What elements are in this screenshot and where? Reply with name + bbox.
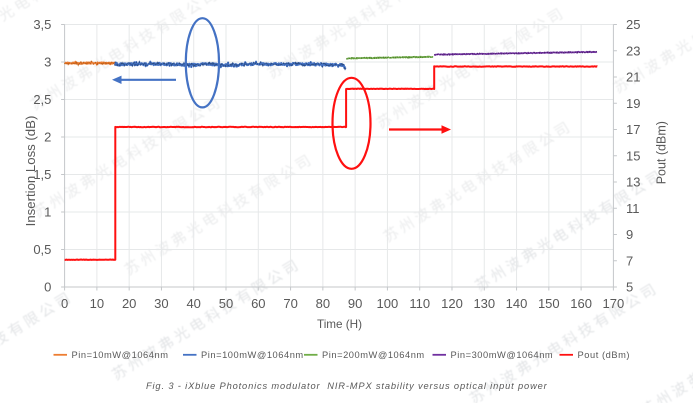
- svg-text:Pin=100mW@1064nm: Pin=100mW@1064nm: [201, 350, 304, 360]
- svg-text:10: 10: [90, 296, 104, 311]
- svg-text:110: 110: [409, 296, 430, 311]
- svg-text:80: 80: [316, 296, 330, 311]
- svg-text:0,5: 0,5: [33, 242, 51, 257]
- svg-text:90: 90: [348, 296, 362, 311]
- svg-text:2,5: 2,5: [33, 92, 51, 107]
- svg-text:3,5: 3,5: [33, 17, 51, 32]
- svg-text:150: 150: [538, 296, 560, 311]
- svg-text:19: 19: [626, 96, 640, 111]
- svg-text:Insertion Loss (dB): Insertion Loss (dB): [23, 116, 38, 227]
- svg-text:20: 20: [122, 296, 136, 311]
- svg-text:3: 3: [44, 55, 51, 70]
- svg-text:50: 50: [219, 296, 233, 311]
- svg-text:70: 70: [283, 296, 297, 311]
- svg-text:15: 15: [626, 149, 640, 164]
- svg-text:Pout (dBm): Pout (dBm): [578, 350, 631, 360]
- svg-text:0: 0: [61, 296, 68, 311]
- svg-text:1: 1: [44, 205, 51, 220]
- svg-text:Time (H): Time (H): [317, 318, 362, 331]
- svg-text:2: 2: [44, 130, 51, 145]
- svg-text:7: 7: [626, 254, 633, 269]
- svg-text:100: 100: [377, 296, 399, 311]
- svg-text:120: 120: [441, 296, 463, 311]
- svg-text:23: 23: [626, 44, 640, 59]
- svg-text:140: 140: [506, 296, 528, 311]
- svg-text:17: 17: [626, 122, 640, 137]
- svg-text:Pout (dBm): Pout (dBm): [654, 121, 668, 184]
- svg-text:40: 40: [186, 296, 200, 311]
- svg-text:9: 9: [626, 227, 633, 242]
- svg-text:13: 13: [626, 175, 640, 190]
- svg-text:25: 25: [626, 17, 640, 32]
- svg-text:60: 60: [251, 296, 265, 311]
- svg-text:160: 160: [570, 296, 592, 311]
- svg-text:Pin=300mW@1064nm: Pin=300mW@1064nm: [451, 350, 554, 360]
- svg-text:1,5: 1,5: [33, 167, 51, 182]
- svg-text:11: 11: [626, 201, 640, 216]
- svg-text:21: 21: [626, 70, 640, 85]
- svg-text:170: 170: [603, 296, 625, 311]
- svg-text:0: 0: [44, 280, 51, 295]
- svg-text:Fig. 3 - iXblue Photonics modu: Fig. 3 - iXblue Photonics modulator NIR-…: [146, 381, 548, 391]
- svg-text:5: 5: [626, 280, 633, 295]
- svg-text:130: 130: [473, 296, 495, 311]
- svg-text:Pin=200mW@1064nm: Pin=200mW@1064nm: [322, 350, 425, 360]
- svg-text:Pin=10mW@1064nm: Pin=10mW@1064nm: [72, 350, 169, 360]
- svg-text:30: 30: [154, 296, 168, 311]
